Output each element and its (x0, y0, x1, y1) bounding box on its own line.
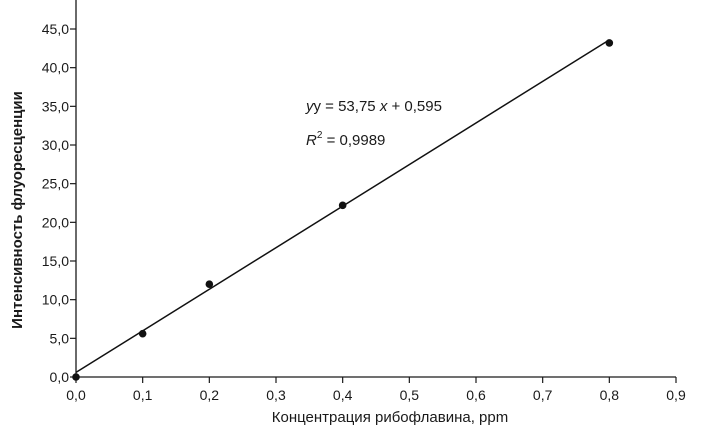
r2-suffix: = 0,9989 (322, 132, 385, 149)
equation-prefix: y = 53,75 (314, 98, 380, 115)
x-tick-label: 0,5 (400, 387, 420, 403)
equation-y-var: y (305, 98, 315, 115)
y-tick-label: 30,0 (42, 137, 69, 153)
data-point (338, 201, 347, 210)
x-tick-label: 0,9 (666, 387, 686, 403)
y-tick-label: 35,0 (42, 98, 69, 114)
y-tick-label: 0,0 (50, 369, 70, 385)
r2-exponent: 2 (317, 130, 323, 141)
axes (75, 0, 676, 378)
y-tick-label: 40,0 (42, 60, 69, 76)
x-tick-label: 0,0 (66, 387, 86, 403)
x-tick-label: 0,4 (333, 387, 353, 403)
r2-prefix: R (306, 132, 317, 149)
y-axis-title: Интенсивность флуоресценции (9, 91, 26, 329)
r-squared: R2 = 0,9989 (306, 130, 385, 149)
equation-x-var: x (379, 98, 388, 115)
x-tick-label: 0,7 (533, 387, 553, 403)
data-points (72, 39, 614, 381)
y-tick-label: 25,0 (42, 176, 69, 192)
data-point (205, 280, 214, 289)
x-tick-label: 0,8 (600, 387, 620, 403)
x-tick-label: 0,1 (133, 387, 153, 403)
x-tick-label: 0,3 (266, 387, 286, 403)
equation-suffix: + 0,595 (387, 98, 442, 115)
y-tick-label: 45,0 (42, 21, 69, 37)
data-point (605, 39, 614, 47)
x-axis-title: Концентрация рибофлавина, ppm (272, 409, 508, 426)
x-ticks: 0,0 0,1 0,2 0,3 0,4 0,5 0,6 0,7 0,8 0,9 (66, 377, 686, 403)
y-tick-label: 20,0 (42, 214, 69, 230)
regression-equation: yy = 53,75 x + 0,595 (305, 98, 442, 115)
x-tick-label: 0,2 (200, 387, 220, 403)
data-point (72, 373, 80, 381)
y-ticks: 0,0 5,0 10,0 15,0 20,0 25,0 30,0 35,0 40,0 45,0 (42, 21, 76, 385)
data-point (138, 329, 147, 338)
y-tick-label: 15,0 (42, 253, 69, 269)
y-tick-label: 10,0 (42, 292, 69, 308)
y-tick-label: 5,0 (50, 330, 70, 346)
x-tick-label: 0,6 (466, 387, 486, 403)
